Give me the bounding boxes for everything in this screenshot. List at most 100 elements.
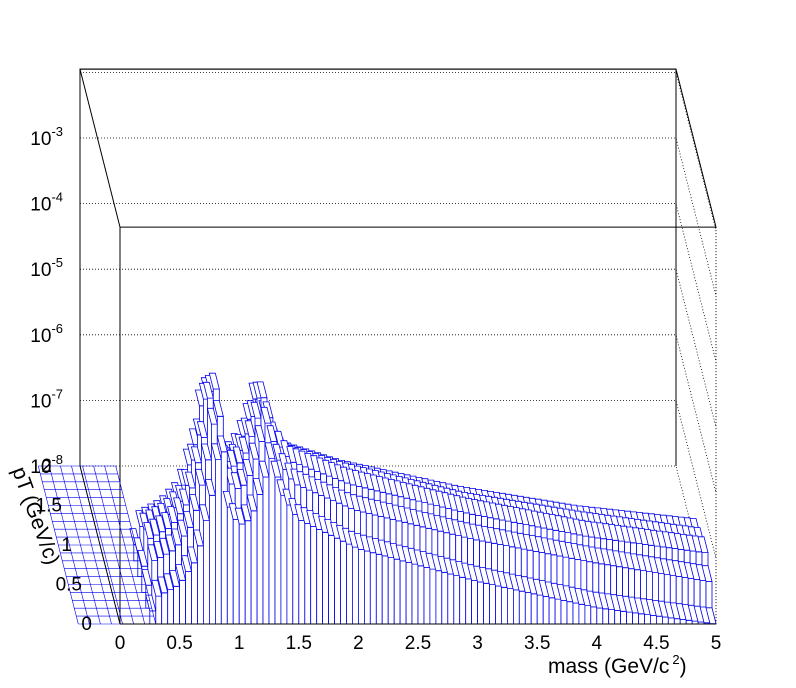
x-tick-label: 0 xyxy=(115,633,126,654)
floor-line xyxy=(49,465,90,625)
bar-top xyxy=(167,506,179,523)
bar-top xyxy=(244,420,256,438)
bar-top xyxy=(522,534,534,551)
bar-top xyxy=(286,446,298,463)
bar-face xyxy=(417,565,425,625)
bar-top xyxy=(628,596,640,614)
bar-top xyxy=(161,512,173,529)
bar-face xyxy=(518,590,526,625)
bar-face xyxy=(667,617,675,625)
bar-face xyxy=(173,585,181,625)
bar-top xyxy=(498,529,510,546)
bar-top xyxy=(651,600,663,617)
bar-top xyxy=(606,549,618,567)
bar-top xyxy=(697,536,709,553)
bar xyxy=(653,557,665,609)
bar-top xyxy=(377,539,389,557)
bar-top xyxy=(361,497,373,514)
bar-top xyxy=(600,548,612,566)
bar-top xyxy=(673,533,685,550)
bar-face xyxy=(620,610,627,625)
bar-top xyxy=(504,530,516,548)
bar-top xyxy=(208,372,220,390)
bar-top xyxy=(598,592,610,610)
bar-top xyxy=(345,468,357,486)
bar-top xyxy=(536,511,548,529)
bar-face xyxy=(447,573,455,625)
bar-face xyxy=(298,520,306,625)
bar-top xyxy=(453,495,465,512)
bar-top xyxy=(500,504,512,522)
bar-top xyxy=(572,518,584,536)
bar-top xyxy=(445,518,457,535)
bar-top xyxy=(300,507,312,524)
bar-top xyxy=(574,588,586,605)
bar-top xyxy=(479,567,491,584)
bar-top xyxy=(226,449,238,467)
bar-top xyxy=(560,516,572,533)
bar xyxy=(562,585,574,625)
bar-top xyxy=(663,601,675,619)
bar-top xyxy=(546,538,558,556)
bar-top xyxy=(421,512,433,529)
bar-top xyxy=(256,381,268,399)
bar-top xyxy=(177,519,189,537)
bar-top xyxy=(691,535,703,553)
bar-top xyxy=(643,529,655,546)
bar-top xyxy=(326,484,338,502)
bar-top xyxy=(236,468,248,486)
bar-face xyxy=(292,514,300,625)
bar-top xyxy=(645,599,657,616)
bar-face xyxy=(500,586,508,625)
bar-top xyxy=(612,550,624,568)
bar xyxy=(538,580,550,625)
bar-face xyxy=(220,451,228,625)
x-axis-label: mass (GeV/c 2) xyxy=(548,652,687,678)
bar-face xyxy=(495,585,502,625)
bar-top xyxy=(351,470,363,487)
bar-top xyxy=(198,504,210,521)
bar-top xyxy=(157,576,169,594)
bar xyxy=(419,551,431,625)
lego-bars xyxy=(129,372,717,625)
bar xyxy=(641,555,653,609)
bar-top xyxy=(206,407,218,425)
bar-top xyxy=(248,442,260,460)
bar-top xyxy=(186,546,199,564)
bar-top xyxy=(397,506,409,523)
y-tick-label: 0.5 xyxy=(56,575,82,596)
bar-face xyxy=(435,570,443,625)
bar-top xyxy=(369,474,381,492)
bar-face xyxy=(608,609,616,625)
bar-face xyxy=(202,520,210,625)
bar-top xyxy=(433,515,445,532)
bar-top xyxy=(306,510,318,527)
bar-face xyxy=(280,495,288,625)
bar-top xyxy=(385,503,397,520)
bar-top xyxy=(681,604,693,621)
bar-face xyxy=(185,571,192,625)
bar-top xyxy=(510,531,522,549)
bar-top xyxy=(625,526,638,544)
bar-top xyxy=(693,605,705,623)
bar-top xyxy=(212,400,224,417)
bar-face xyxy=(316,529,324,625)
bar-face xyxy=(423,567,431,625)
bar-top xyxy=(252,478,264,495)
bar-top xyxy=(622,595,634,613)
bar-top xyxy=(399,481,411,499)
bar-face xyxy=(506,588,514,625)
bar-face xyxy=(334,537,341,625)
bar-top xyxy=(343,492,355,509)
bar-face xyxy=(399,560,407,625)
bar-top xyxy=(542,513,554,530)
bar-top xyxy=(484,568,497,585)
bar-top xyxy=(687,604,699,622)
bar-top xyxy=(163,573,175,590)
bar xyxy=(550,582,562,625)
bar-top xyxy=(620,525,632,543)
bar-top xyxy=(550,582,562,600)
floor-line xyxy=(37,465,79,625)
bar-top xyxy=(580,589,592,606)
bar-face xyxy=(632,612,639,625)
